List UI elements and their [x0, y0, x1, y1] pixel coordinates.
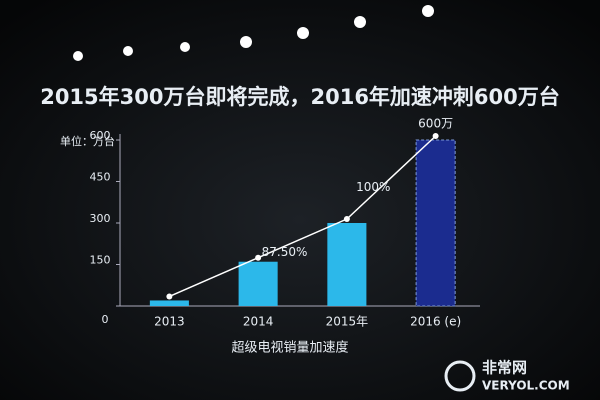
watermark-logo — [444, 360, 476, 392]
chart-title: 2015年300万台即将完成，2016年加速冲刺600万台 — [40, 85, 560, 109]
x-tick-label: 2013 — [154, 315, 185, 329]
bar — [238, 261, 278, 306]
x-tick-label: 2016 (e) — [410, 315, 461, 329]
y-axis-label: 单位：万台 — [60, 134, 115, 148]
watermark-site: VERYOL.COM — [482, 379, 570, 393]
bar — [415, 139, 456, 307]
trend-point — [432, 133, 439, 139]
x-tick-label: 2014 — [243, 315, 274, 329]
annotation: 87.50% — [262, 245, 308, 259]
y-tick-label: 300 — [90, 212, 111, 225]
bar — [327, 223, 367, 306]
x-axis-label: 超级电视销量加速度 — [231, 340, 348, 356]
annotation: 100% — [356, 180, 390, 194]
trend-line — [169, 135, 437, 298]
watermark-name: 非常网 — [482, 359, 527, 377]
y-tick-label: 450 — [90, 171, 111, 184]
x-tick-label: 2015年 — [326, 315, 369, 329]
y-tick-label: 600 — [90, 129, 111, 142]
y-tick-label: 0 — [102, 313, 109, 326]
trend-point — [166, 293, 173, 300]
annotation: 600万 — [418, 117, 453, 131]
trend-point — [343, 216, 350, 222]
bar — [149, 300, 189, 306]
trend-point — [255, 254, 262, 261]
stage-lights — [73, 5, 434, 61]
y-tick-label: 150 — [90, 254, 111, 267]
